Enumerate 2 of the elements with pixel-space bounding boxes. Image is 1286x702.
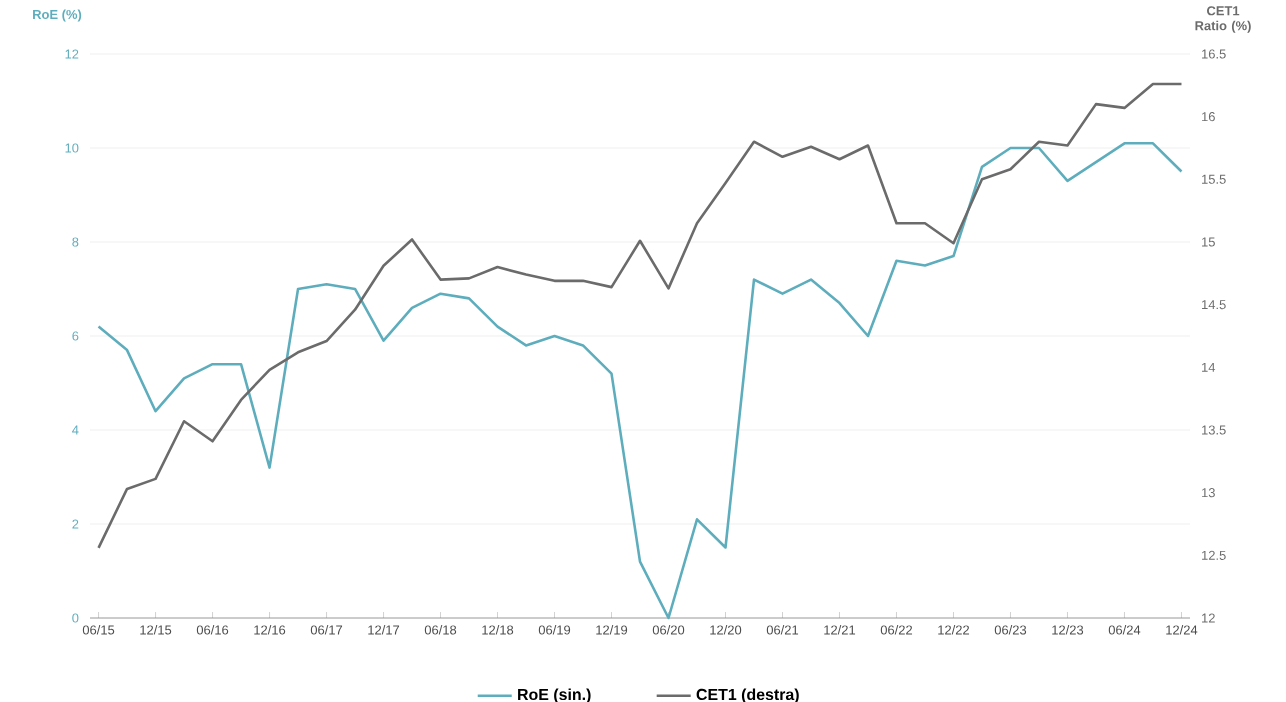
line-series [97,82,1183,550]
line-series [97,142,1183,620]
